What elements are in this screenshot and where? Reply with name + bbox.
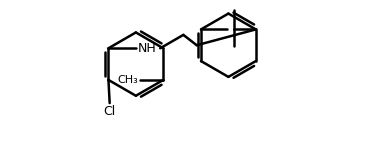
Text: Cl: Cl xyxy=(104,105,116,118)
Text: CH₃: CH₃ xyxy=(117,75,138,85)
Text: NH: NH xyxy=(138,42,156,55)
